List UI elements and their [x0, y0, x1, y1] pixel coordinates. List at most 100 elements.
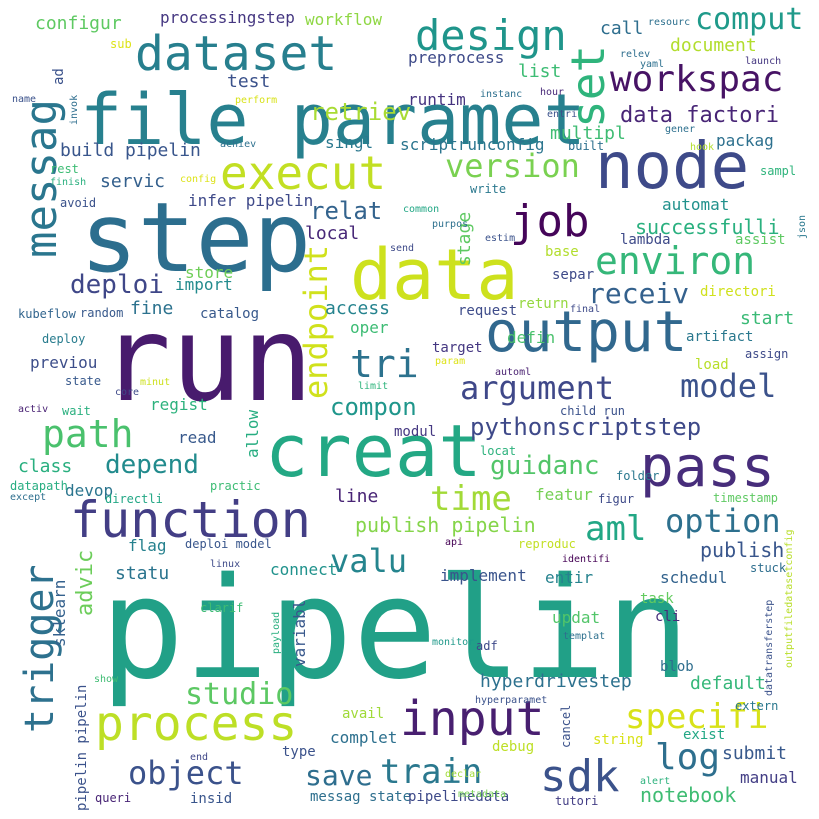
- cloud-word: relev: [620, 49, 651, 60]
- cloud-word: end: [190, 752, 209, 763]
- cloud-word: design: [415, 11, 567, 60]
- cloud-word: pipelin: [100, 548, 691, 711]
- cloud-word: publish pipelin: [355, 513, 536, 537]
- cloud-word: updat: [552, 608, 601, 627]
- cloud-word: task: [640, 591, 674, 607]
- cloud-word: compon: [330, 393, 417, 421]
- cloud-word: minut: [140, 377, 171, 388]
- cloud-word: object: [128, 754, 244, 792]
- cloud-word: folder: [616, 469, 660, 483]
- cloud-word: workspac: [610, 59, 784, 100]
- cloud-word: connect: [270, 560, 338, 579]
- cloud-word: model: [680, 367, 777, 405]
- cloud-word: core: [115, 387, 140, 398]
- cloud-word: output: [485, 300, 688, 365]
- cloud-word: guidanc: [490, 451, 600, 481]
- cloud-word: messag state: [310, 789, 412, 805]
- cloud-word: sub: [110, 37, 132, 51]
- cloud-word: datapath: [10, 479, 68, 493]
- cloud-word: monitor: [432, 637, 475, 648]
- cloud-word: avail: [342, 706, 385, 722]
- cloud-word: figur: [598, 492, 635, 506]
- cloud-word: packag: [716, 131, 774, 150]
- cloud-word: depend: [105, 450, 199, 480]
- cloud-word: local: [305, 223, 360, 244]
- cloud-word: dataset: [135, 26, 338, 82]
- cloud-word: configur: [35, 13, 122, 34]
- cloud-word: assist: [735, 232, 786, 248]
- cloud-word: pipelinedata: [408, 789, 510, 805]
- cloud-word: previou: [30, 353, 98, 372]
- cloud-word: string: [593, 732, 644, 748]
- cloud-word: templat: [563, 631, 606, 642]
- cloud-word: modul: [394, 424, 437, 440]
- cloud-word: defin: [507, 328, 556, 347]
- cloud-word: catalog: [200, 306, 260, 322]
- cloud-word: workflow: [305, 10, 383, 29]
- cloud-word: test: [227, 71, 271, 92]
- cloud-word: entir: [545, 568, 594, 587]
- cloud-word: job: [510, 196, 590, 247]
- cloud-word: queri: [95, 791, 132, 805]
- cloud-word: linux: [210, 559, 241, 570]
- cloud-word: except: [10, 492, 47, 503]
- cloud-word: clarif: [200, 601, 244, 615]
- cloud-word: default: [690, 673, 766, 694]
- cloud-word: return: [518, 296, 569, 312]
- cloud-word: separ: [552, 267, 595, 283]
- cloud-word: extern: [735, 699, 779, 713]
- cloud-word: process: [95, 696, 298, 752]
- cloud-word: hyperparamet: [475, 695, 548, 706]
- cloud-word: automl: [495, 367, 532, 378]
- cloud-word: class: [18, 456, 73, 477]
- cloud-word: import: [175, 275, 233, 294]
- cloud-word: final: [570, 304, 601, 315]
- cloud-word: directli: [105, 492, 163, 506]
- cloud-word: metadata: [458, 789, 507, 800]
- cloud-word: tri: [350, 342, 419, 386]
- cloud-word: resourc: [648, 17, 691, 28]
- cloud-word: regist: [150, 395, 208, 414]
- cloud-word: wait: [62, 404, 91, 418]
- cloud-word: flag: [128, 536, 167, 555]
- cloud-word: function: [70, 491, 311, 549]
- cloud-word: receiv: [588, 277, 690, 310]
- cloud-word: activ: [18, 404, 49, 415]
- cloud-word: purpos: [432, 219, 469, 230]
- cloud-word: load: [695, 357, 729, 373]
- cloud-word: automat: [662, 195, 730, 214]
- cloud-word: store: [185, 263, 234, 282]
- cloud-word: random: [80, 306, 124, 320]
- cloud-word: type: [282, 744, 316, 760]
- cloud-word: line: [335, 486, 379, 507]
- cloud-word: declar: [445, 769, 482, 780]
- cloud-word: document: [670, 35, 757, 56]
- cloud-word: execut: [220, 146, 387, 200]
- cloud-word: locat: [480, 444, 517, 458]
- cloud-word: allow: [243, 409, 262, 458]
- cloud-word: deploy: [42, 332, 86, 346]
- cloud-word: log: [655, 737, 721, 778]
- cloud-word: write: [470, 182, 507, 196]
- cloud-word: file paramet: [80, 79, 586, 161]
- cloud-word: pass: [640, 435, 775, 500]
- cloud-word: invok: [69, 94, 80, 125]
- cloud-word: advic: [73, 549, 98, 616]
- cloud-word: finish: [50, 177, 87, 188]
- cloud-word: option: [665, 502, 781, 540]
- cloud-word: infer pipelin: [188, 191, 314, 210]
- cloud-word: insid: [190, 791, 233, 807]
- cloud-word: time: [430, 479, 512, 519]
- cloud-word: relat: [310, 197, 383, 225]
- cloud-word: step: [80, 182, 312, 294]
- cloud-word: call: [600, 18, 644, 39]
- cloud-word: launch: [745, 56, 782, 67]
- cloud-word: estim: [485, 233, 516, 244]
- cloud-word: ad: [51, 67, 67, 85]
- cloud-word: pythonscriptstep: [470, 413, 702, 441]
- cloud-word: exist: [683, 727, 726, 743]
- cloud-word: json: [797, 214, 808, 239]
- cloud-word: processingstep: [160, 8, 295, 27]
- cloud-word: comput: [695, 2, 804, 37]
